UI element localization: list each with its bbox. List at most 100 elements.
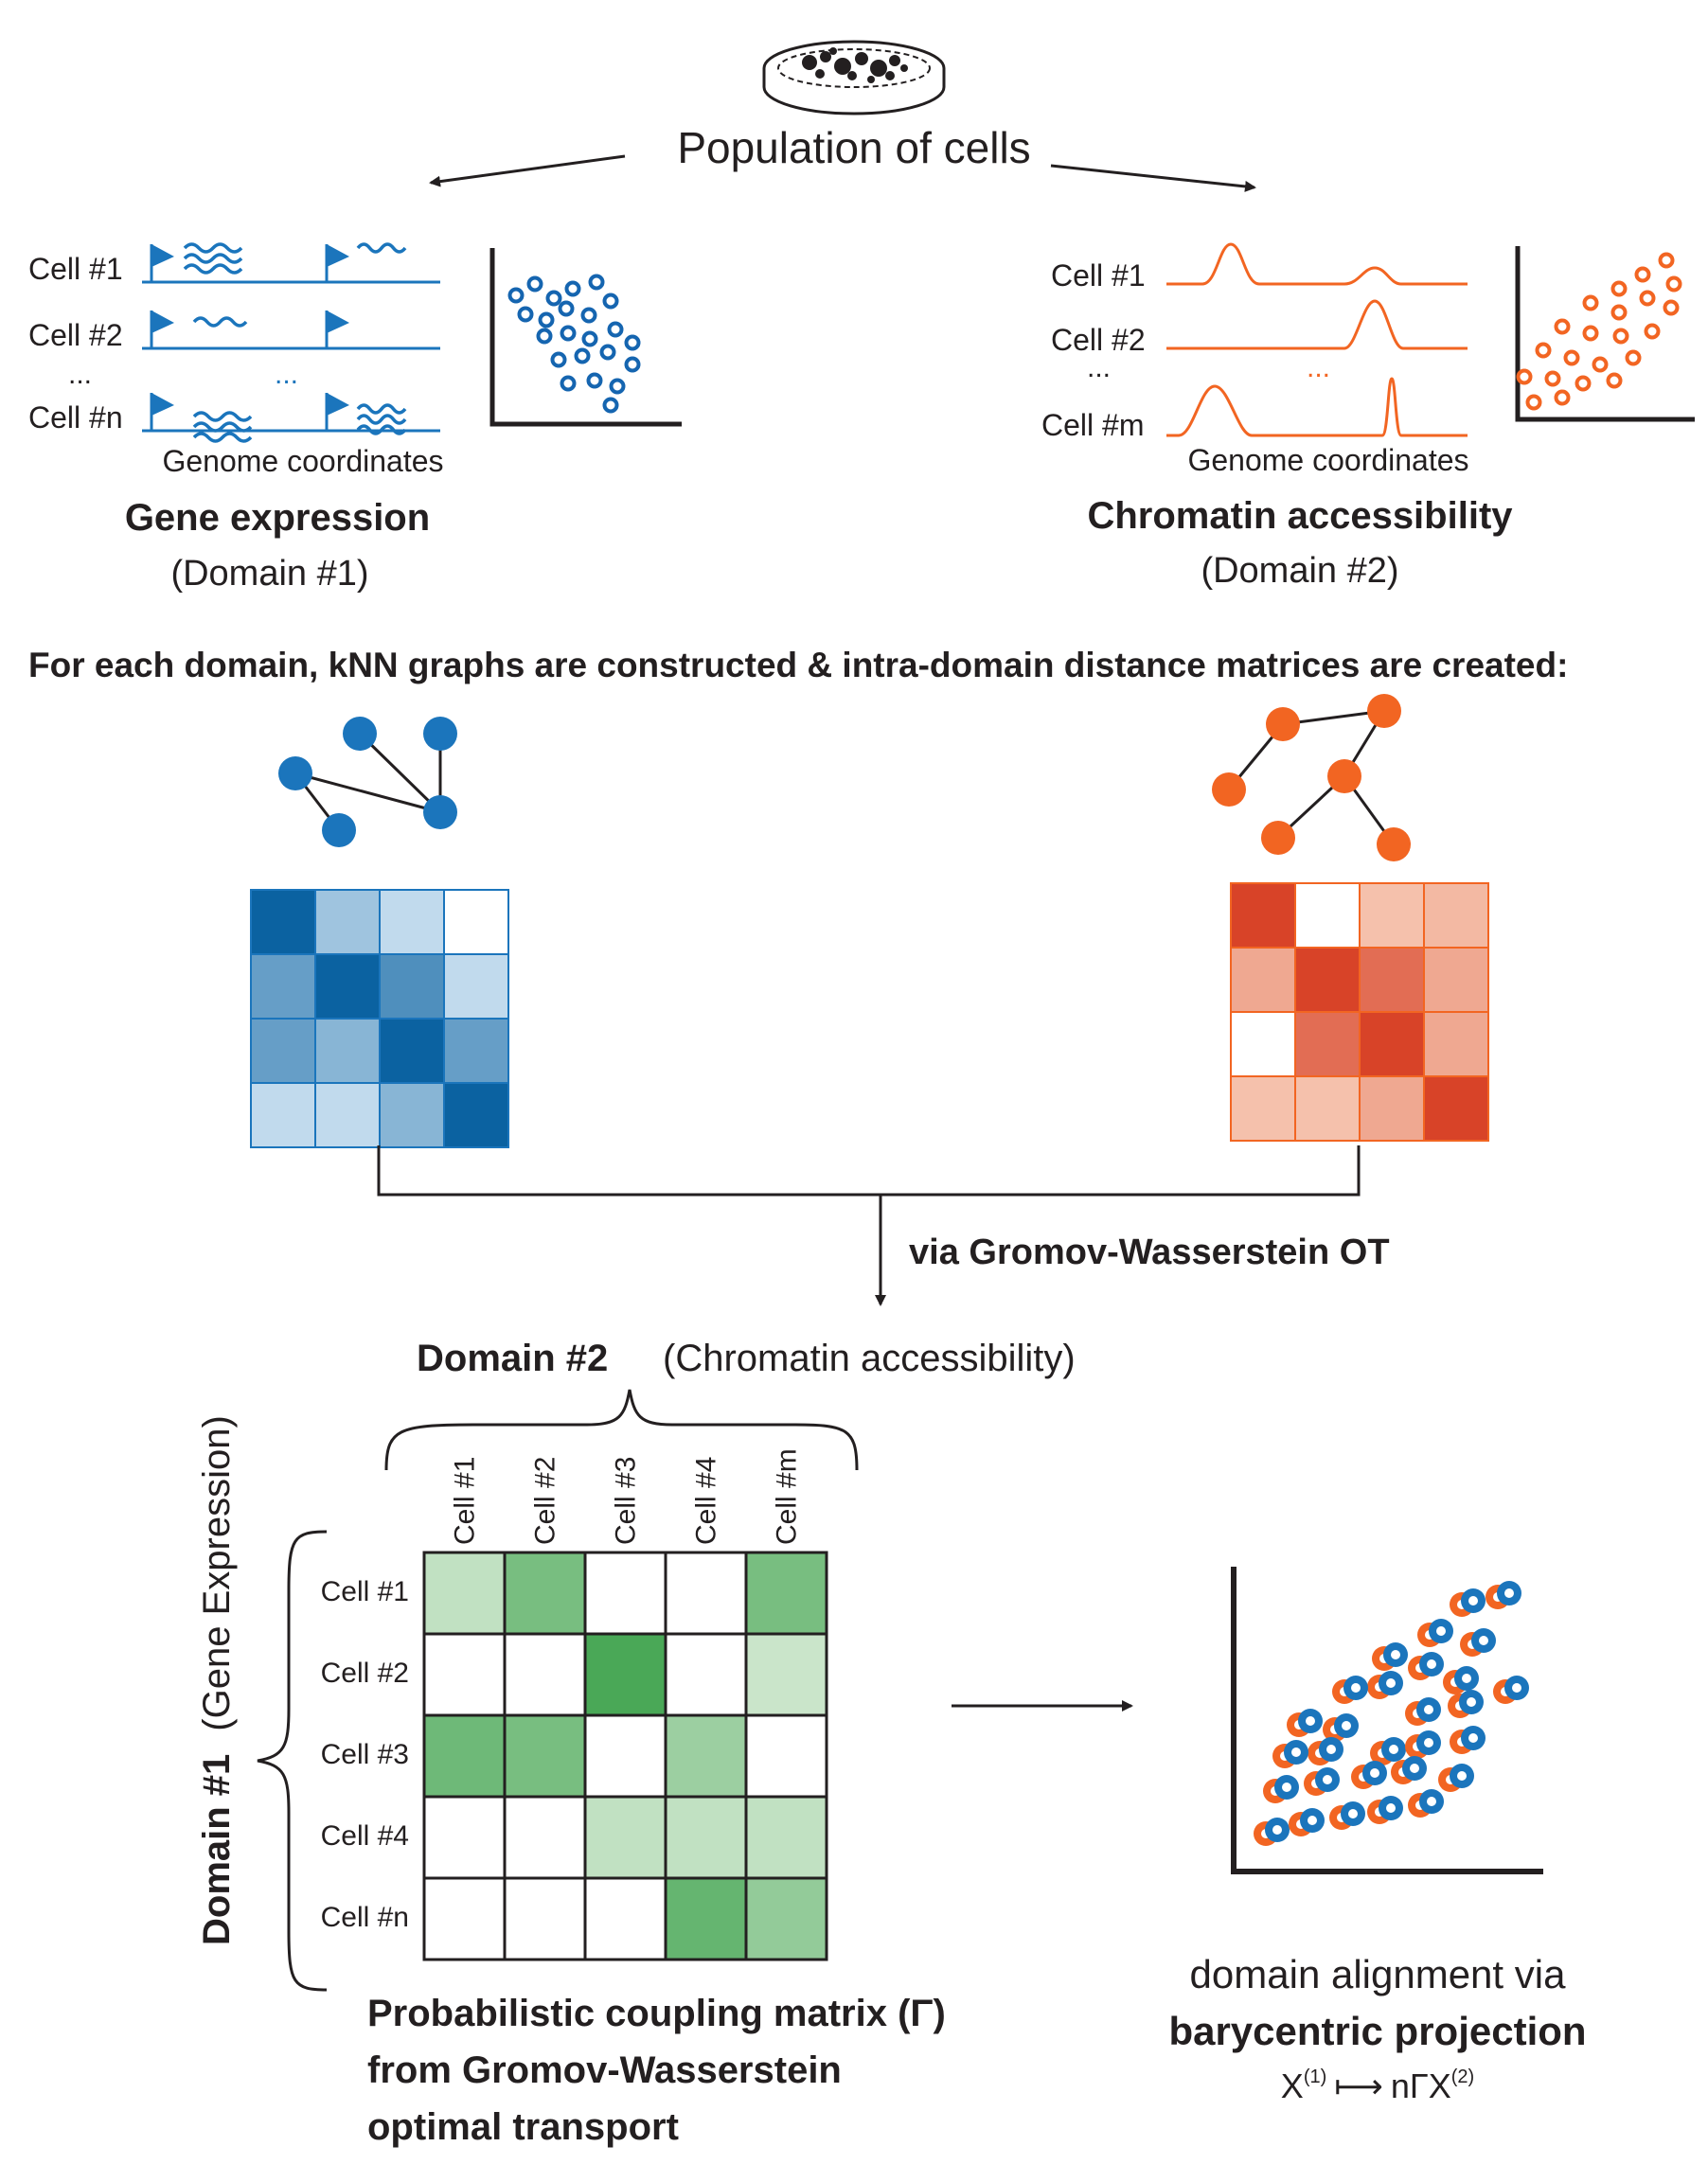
coupling-cell <box>583 1876 667 1961</box>
transcript-wave-icons <box>183 242 407 443</box>
coupling-caption-line-1: Probabilistic coupling matrix (Γ) <box>367 1993 946 2034</box>
d1-cell-label-2: Cell #2 <box>28 318 123 352</box>
coupling-cell <box>744 1795 828 1880</box>
d1-scatter-dot <box>599 344 616 361</box>
transcript-wave-icon <box>192 421 253 433</box>
d2-scatter-dots <box>1516 252 1682 411</box>
matrix-cell <box>1359 1011 1425 1077</box>
matrix-cell <box>1294 1075 1361 1142</box>
coupling-cell <box>422 1632 507 1717</box>
population-label: Population of cells <box>677 123 1030 172</box>
aligned-dot-pair <box>1263 1775 1299 1803</box>
d1-scatter-dots <box>507 274 641 414</box>
aligned-dot-pair <box>1304 1767 1340 1796</box>
knn-heading: For each domain, kNN graphs are construc… <box>28 646 1568 684</box>
d1-scatter-dot <box>588 274 605 291</box>
d2-scatter-dot <box>1582 294 1599 311</box>
d2-scatter-dot <box>1554 389 1571 406</box>
matrix-cell <box>443 953 509 1020</box>
d1-subtitle: (Domain #1) <box>170 554 368 594</box>
coupling-row-label: Cell #4 <box>321 1820 409 1852</box>
d1-scatter-dot <box>536 328 553 345</box>
transcript-wave-icon <box>192 316 248 328</box>
d2-scatter-dot <box>1582 325 1599 342</box>
d1-scatter-dot <box>550 351 567 368</box>
coupling-col-label: Cell #1 <box>450 1457 481 1545</box>
matrix-connector <box>377 1145 1361 1306</box>
alignment-formula: X(1) ⟼ nΓX(2) <box>1281 2067 1474 2105</box>
coupling-cell <box>503 1632 587 1717</box>
d2-scatter-dot <box>1612 328 1629 345</box>
d1-scatter-dot <box>545 290 562 307</box>
d2-axis-caption: Genome coordinates <box>1187 443 1468 477</box>
d1-scatter-dot <box>560 375 577 392</box>
d2-distance-matrix <box>1230 882 1489 1142</box>
coupling-row-label: Cell #3 <box>321 1739 409 1770</box>
coupling-col-label: Cell #3 <box>611 1457 642 1545</box>
aligned-dot-pair <box>1329 1801 1365 1830</box>
coupling-cell <box>422 1551 507 1636</box>
aligned-dot-pair <box>1448 1690 1484 1718</box>
d2-scatter-dot <box>1665 275 1682 293</box>
d1-scatter-dot <box>538 311 555 328</box>
coupling-cell <box>664 1876 748 1961</box>
transcript-wave-icon <box>192 432 253 443</box>
d1-scatter-dot <box>560 325 577 342</box>
d1-scatter-dot <box>602 397 619 414</box>
d2-scatter-dot <box>1606 372 1623 389</box>
promoter-flag-icon <box>325 310 349 348</box>
d1-cell-label-n: Cell #n <box>28 400 123 435</box>
d2-scatter-dot <box>1554 318 1571 335</box>
matrix-cell <box>314 1082 381 1148</box>
matrix-cell <box>379 1018 445 1084</box>
matrix-cell <box>1230 882 1296 949</box>
d2-scatter-dot <box>1663 299 1680 316</box>
matrix-cell <box>1359 1075 1425 1142</box>
matrix-cell <box>250 889 316 955</box>
aligned-dot-pair <box>1289 1808 1325 1836</box>
aligned-dot-pair <box>1272 1740 1308 1768</box>
d1-scatter-dot <box>564 280 581 297</box>
svg-text:Domain #1(Gene Expression): Domain #1 (Gene Expression) <box>196 1415 238 1945</box>
d1-knn-graph <box>278 717 457 847</box>
d2-scatter-dot <box>1535 342 1552 359</box>
d1-title: Gene expression <box>125 497 430 539</box>
coupling-cell <box>744 1551 828 1636</box>
transcript-wave-icon <box>183 253 243 264</box>
d1-distance-matrix <box>250 889 509 1148</box>
aligned-dot-pairs <box>1254 1581 1529 1846</box>
promoter-flag-icon <box>325 393 349 431</box>
d2-cell-label-2: Cell #2 <box>1051 323 1146 357</box>
coupling-col-label: Cell #4 <box>691 1457 722 1545</box>
aligned-dot-pair <box>1405 1730 1441 1759</box>
gw-label: via Gromov-Wasserstein OT <box>909 1233 1390 1272</box>
coupling-caption-line-3: optimal transport <box>367 2106 679 2148</box>
d2-scatter-dot <box>1610 304 1628 321</box>
matrix-cell <box>443 1018 509 1084</box>
coupling-cell <box>503 1876 587 1961</box>
promoter-flag-icon <box>150 393 174 431</box>
d1-scatter-dot <box>517 306 534 323</box>
d2-scatter-dot <box>1644 323 1661 340</box>
coupling-cell <box>583 1632 667 1717</box>
coupling-cell <box>422 1876 507 1961</box>
matrix-cell <box>1359 882 1425 949</box>
d2-cell-label-1: Cell #1 <box>1051 258 1146 293</box>
transcript-wave-icon <box>356 403 407 415</box>
aligned-dot-pair <box>1408 1652 1444 1680</box>
aligned-dot-pair <box>1370 1737 1406 1765</box>
promoter-flag-icon <box>150 244 174 282</box>
matrix-cell <box>314 889 381 955</box>
formula-sup-1: (1) <box>1304 2067 1326 2087</box>
coupling-cell <box>503 1795 587 1880</box>
formula-rhs: nΓX <box>1391 2067 1451 2105</box>
coupling-cell <box>583 1795 667 1880</box>
coupling-cell <box>744 1713 828 1799</box>
d1-scatter-dot <box>558 300 575 317</box>
coupling-row-labels: Cell #1 Cell #2 Cell #3 Cell #4 Cell #n <box>321 1576 409 1933</box>
matrix-cell <box>1230 1011 1296 1077</box>
matrix-cell <box>1423 947 1489 1013</box>
d2-scatter-dot <box>1563 349 1580 366</box>
aligned-dot-pair <box>1443 1666 1479 1694</box>
